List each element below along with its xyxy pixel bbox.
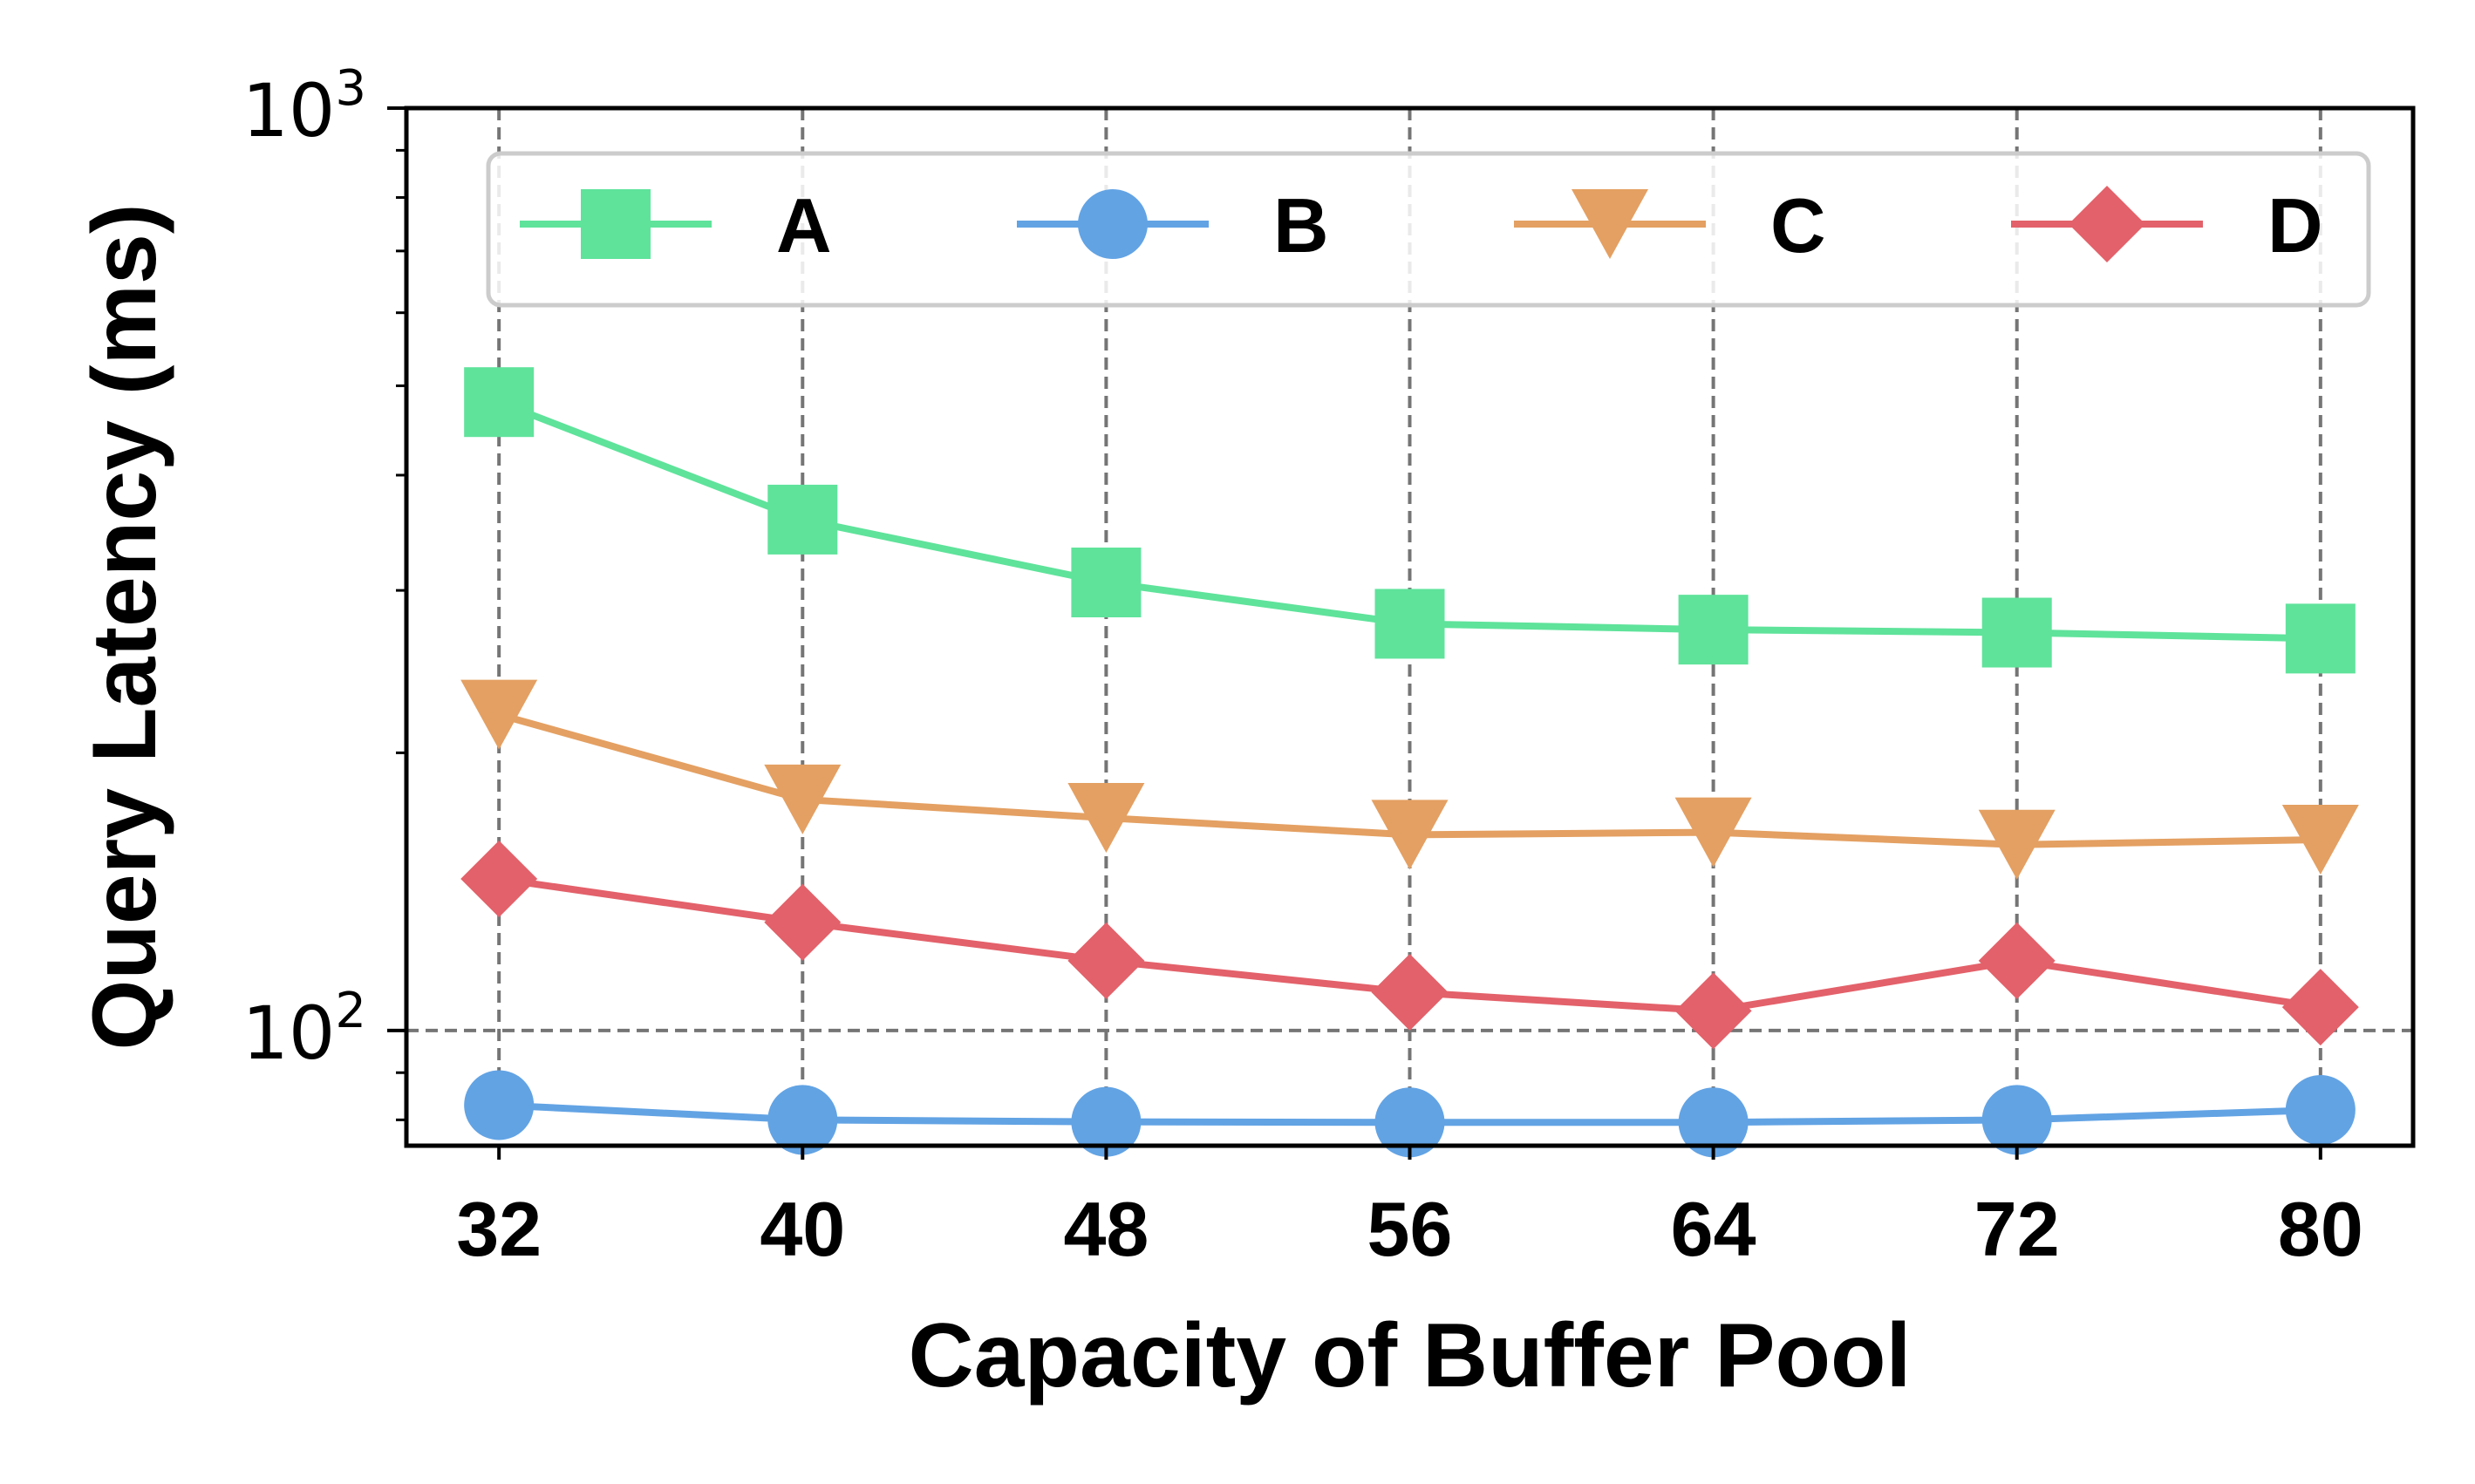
data-point-D xyxy=(1371,954,1449,1031)
series-D xyxy=(460,840,2359,1050)
data-point-C xyxy=(1674,797,1752,868)
data-point-C xyxy=(2281,805,2359,875)
series-B xyxy=(464,1070,2356,1158)
data-point-C xyxy=(460,679,538,750)
data-point-D xyxy=(1978,922,2056,999)
legend-item-B: B xyxy=(1017,182,1329,269)
legend-item-D: D xyxy=(2011,182,2323,269)
legend-label-A: A xyxy=(776,182,832,269)
legend-marker-C xyxy=(1572,189,1648,259)
x-tick-label: 48 xyxy=(1063,1186,1149,1272)
data-point-A xyxy=(2285,603,2356,674)
x-tick-label: 40 xyxy=(760,1186,845,1272)
data-point-A xyxy=(1981,597,2052,668)
legend-marker-B xyxy=(1078,189,1148,259)
legend-label-D: D xyxy=(2267,182,2323,269)
x-tick-label: 64 xyxy=(1671,1186,1756,1272)
y-tick-label: 103 xyxy=(242,60,366,153)
data-point-C xyxy=(764,764,842,834)
legend-label-C: C xyxy=(1770,182,1826,269)
legend-item-A: A xyxy=(520,182,832,269)
data-point-C xyxy=(1978,809,2056,880)
x-tick-label: 72 xyxy=(1974,1186,2060,1272)
data-point-A xyxy=(1071,548,1142,618)
y-tick-label: 102 xyxy=(242,983,366,1076)
data-point-B xyxy=(1071,1086,1142,1157)
x-axis-title: Capacity of Buffer Pool xyxy=(909,1305,1912,1406)
data-point-D xyxy=(2281,969,2359,1046)
data-point-B xyxy=(1374,1087,1445,1158)
series-layer xyxy=(460,367,2359,1158)
x-tick-label: 32 xyxy=(456,1186,542,1272)
legend-marker-A xyxy=(581,189,651,259)
data-point-B xyxy=(464,1070,535,1140)
data-point-B xyxy=(1678,1087,1749,1158)
data-point-D xyxy=(764,883,842,961)
legend-item-C: C xyxy=(1514,182,1826,269)
data-point-D xyxy=(1674,972,1752,1050)
data-point-B xyxy=(767,1085,838,1155)
data-point-A xyxy=(464,367,535,438)
y-axis-title: Query Latency (ms) xyxy=(74,204,175,1051)
data-point-D xyxy=(460,840,538,917)
x-tick-label: 80 xyxy=(2278,1186,2363,1272)
axes: 32 40 48 56 64 72 80 102 103 xyxy=(242,60,2416,1272)
data-point-A xyxy=(767,484,838,555)
legend: A B C D xyxy=(486,151,2371,308)
data-point-A xyxy=(1374,589,1445,659)
data-point-A xyxy=(1678,595,1749,665)
data-point-B xyxy=(1981,1085,2052,1155)
legend-marker-D xyxy=(2069,186,2145,262)
x-tick-label: 56 xyxy=(1367,1186,1453,1272)
series-A xyxy=(464,367,2356,674)
legend-box xyxy=(486,151,2371,308)
data-point-D xyxy=(1067,922,1145,999)
legend-label-B: B xyxy=(1273,182,1329,269)
data-point-C xyxy=(1371,800,1449,870)
data-point-C xyxy=(1067,783,1145,854)
data-point-B xyxy=(2285,1075,2356,1146)
series-C xyxy=(460,679,2359,880)
